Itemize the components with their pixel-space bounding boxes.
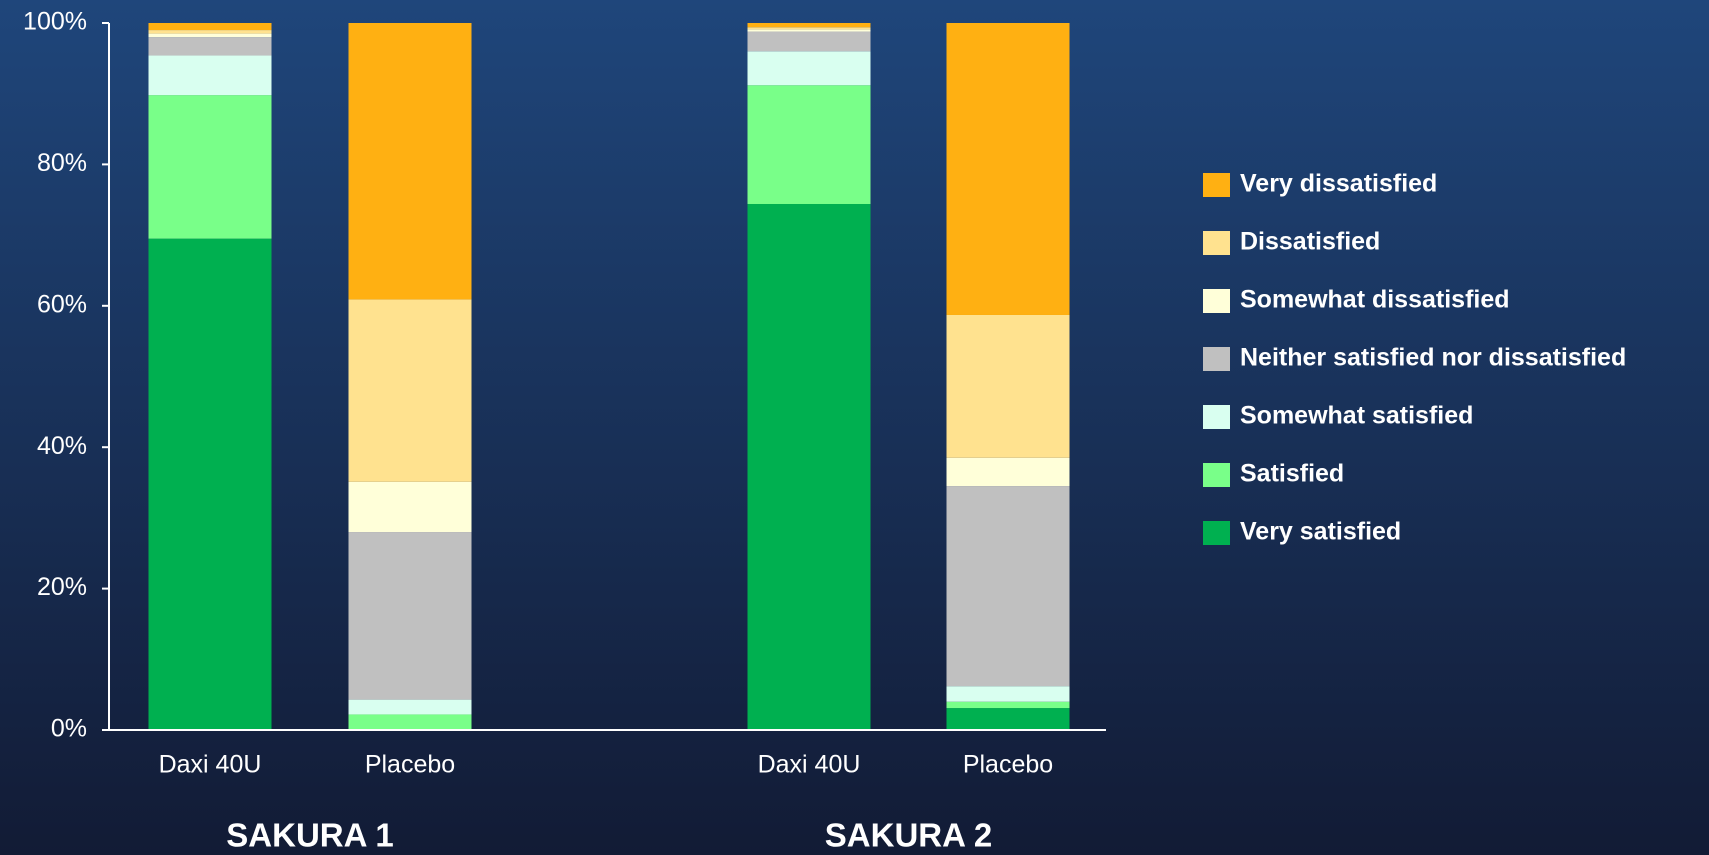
legend-label: Neither satisfied nor dissatisfied: [1240, 344, 1626, 372]
bar-segment: [946, 701, 1070, 709]
legend-swatch: [1203, 289, 1230, 313]
bar-segment: [348, 299, 472, 482]
legend-swatch: [1203, 231, 1230, 255]
bar-segment: [946, 486, 1070, 687]
legend-label: Very satisfied: [1240, 518, 1401, 546]
bar-segment: [946, 457, 1070, 487]
legend-swatch: [1203, 347, 1230, 371]
bar-segment: [946, 686, 1070, 702]
bar-segment: [747, 51, 871, 86]
group-label: SAKURA 2: [825, 817, 992, 854]
legend-swatch: [1203, 521, 1230, 545]
bar-segment: [747, 29, 871, 32]
bar-segment: [348, 532, 472, 700]
bar-segment: [148, 95, 272, 239]
bar-segment: [148, 37, 272, 56]
bar-segment: [747, 27, 871, 30]
legend-label: Satisfied: [1240, 460, 1344, 488]
y-tick-label: 60%: [37, 290, 87, 318]
bar-segment: [148, 30, 272, 34]
bar-segment: [348, 699, 472, 715]
bar-segment: [348, 714, 472, 730]
x-tick-label: Daxi 40U: [758, 751, 861, 779]
x-tick-label: Daxi 40U: [159, 751, 262, 779]
legend-swatch: [1203, 173, 1230, 197]
bar-segment: [148, 238, 272, 730]
bar-segment: [148, 23, 272, 31]
legend-swatch: [1203, 463, 1230, 487]
y-tick-label: 40%: [37, 432, 87, 460]
y-tick-label: 0%: [51, 715, 87, 743]
bar-segment: [148, 55, 272, 96]
legend-swatch: [1203, 405, 1230, 429]
bar-segment: [348, 23, 472, 300]
group-label: SAKURA 1: [226, 817, 393, 854]
bar-segment: [946, 23, 1070, 315]
bar-segment: [148, 33, 272, 38]
y-tick-label: 100%: [23, 8, 87, 36]
x-tick-label: Placebo: [365, 751, 455, 779]
x-tick-label: Placebo: [963, 751, 1053, 779]
legend-label: Somewhat dissatisfied: [1240, 286, 1510, 314]
y-tick-label: 80%: [37, 149, 87, 177]
bar-segment: [348, 481, 472, 533]
bar-segment: [747, 203, 871, 730]
bar-segment: [747, 31, 871, 52]
bar-segment: [946, 314, 1070, 458]
y-tick-label: 20%: [37, 573, 87, 601]
bar-segment: [747, 23, 871, 28]
bar-segment: [946, 708, 1070, 730]
bar-segment: [747, 85, 871, 204]
legend-label: Somewhat satisfied: [1240, 402, 1473, 430]
legend-label: Very dissatisfied: [1240, 170, 1437, 198]
legend-label: Dissatisfied: [1240, 228, 1380, 256]
